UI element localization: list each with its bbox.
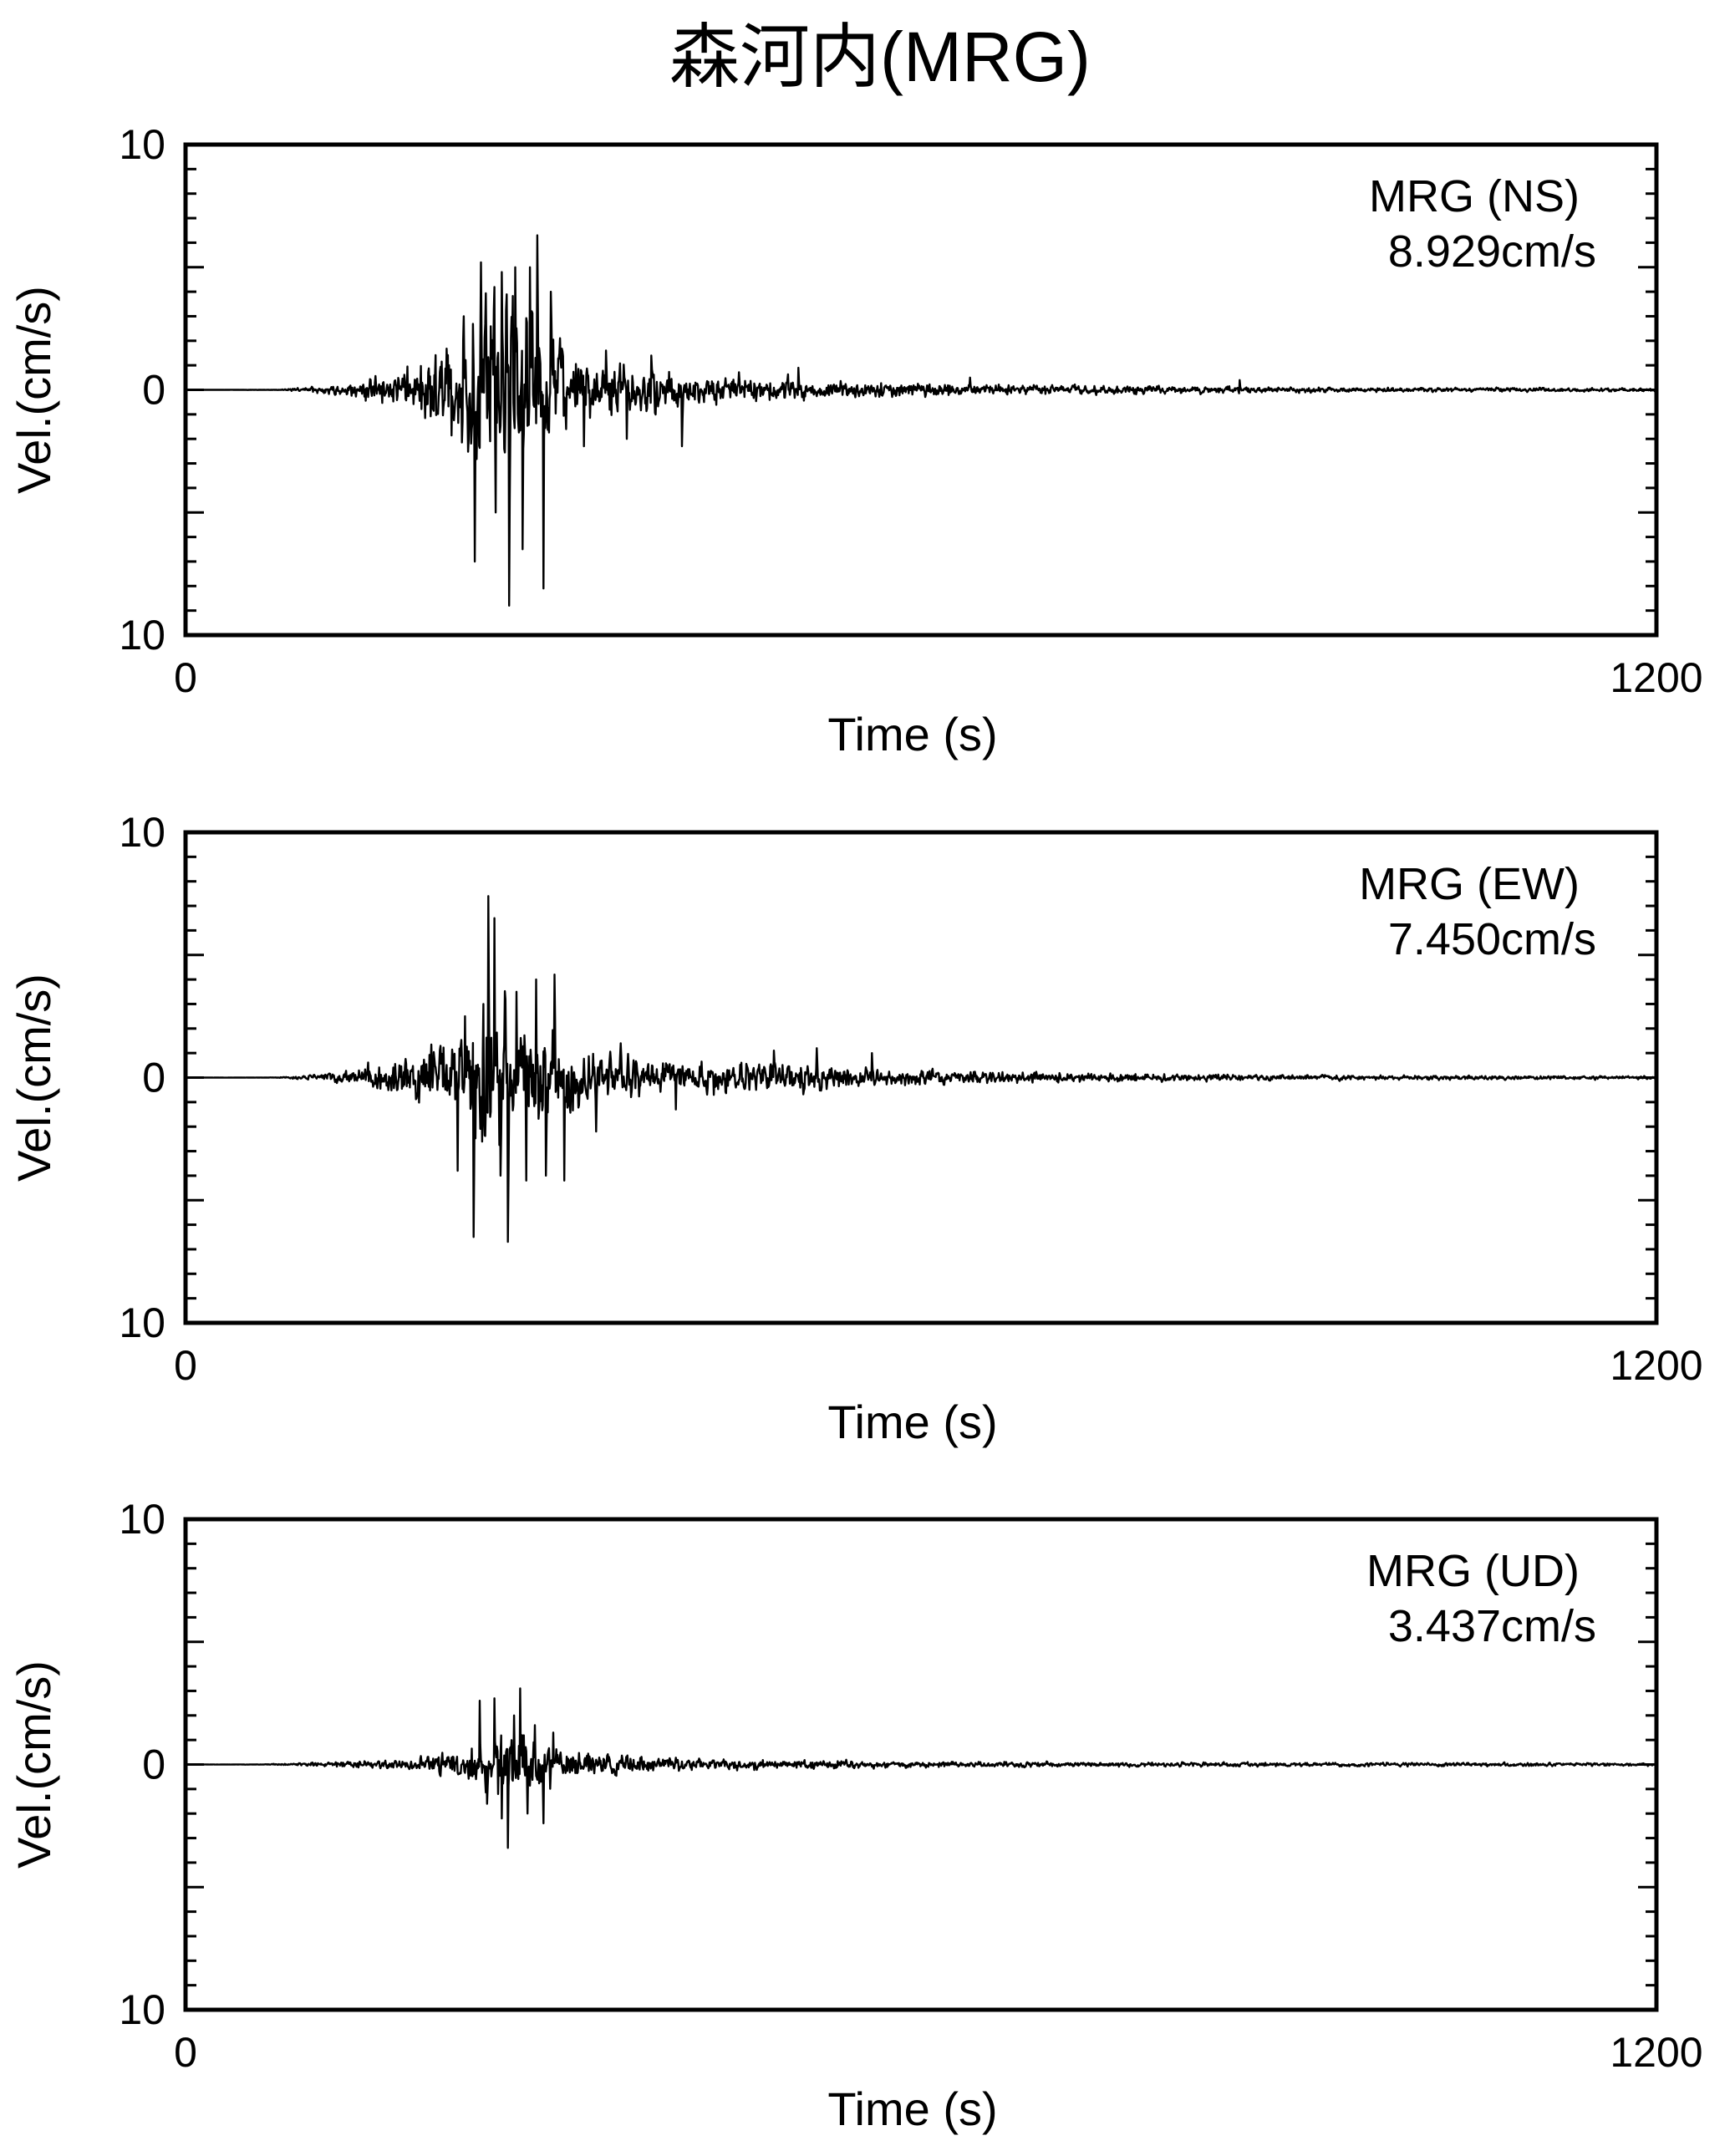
peak-velocity-label: 7.450cm/s <box>1388 914 1596 964</box>
x-tick-label: 0 <box>174 1342 197 1389</box>
station-label: MRG (EW) <box>1359 859 1580 909</box>
peak-velocity-label: 8.929cm/s <box>1388 226 1596 277</box>
y-tick-label: 0 <box>142 1742 165 1788</box>
x-axis-label: Time (s) <box>827 2082 997 2135</box>
y-tick-label: 10 <box>119 1299 165 1346</box>
x-axis-label: Time (s) <box>827 708 997 760</box>
y-tick-label: 0 <box>142 1055 165 1101</box>
waveform-ew <box>185 895 1657 1243</box>
figure-title: 森河内(MRG) <box>669 18 1091 96</box>
y-tick-label: 10 <box>119 612 165 658</box>
y-tick-label: 10 <box>119 809 165 856</box>
x-tick-label: 1200 <box>1610 2029 1702 2076</box>
x-tick-label: 0 <box>174 2029 197 2076</box>
x-tick-label: 0 <box>174 654 197 701</box>
y-tick-label: 0 <box>142 367 165 414</box>
y-tick-label: 10 <box>119 1496 165 1543</box>
station-label: MRG (UD) <box>1366 1546 1580 1596</box>
y-tick-label: 10 <box>119 1986 165 2033</box>
peak-velocity-label: 3.437cm/s <box>1388 1601 1596 1651</box>
y-axis-label: Vel.(cm/s) <box>8 974 60 1182</box>
x-axis-label: Time (s) <box>827 1396 997 1448</box>
x-tick-label: 1200 <box>1610 1342 1702 1389</box>
y-axis-label: Vel.(cm/s) <box>8 1660 60 1869</box>
station-label: MRG (NS) <box>1369 171 1580 221</box>
waveform-ud <box>185 1687 1657 1849</box>
waveform-ns <box>185 234 1657 607</box>
x-tick-label: 1200 <box>1610 654 1702 701</box>
y-tick-label: 10 <box>119 121 165 168</box>
y-axis-label: Vel.(cm/s) <box>8 286 60 494</box>
